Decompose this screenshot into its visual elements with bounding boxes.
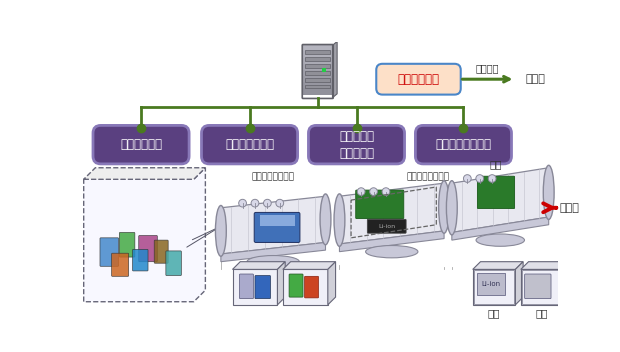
Ellipse shape xyxy=(247,256,299,268)
FancyBboxPatch shape xyxy=(309,125,404,164)
FancyBboxPatch shape xyxy=(133,249,148,271)
Ellipse shape xyxy=(463,175,471,182)
Polygon shape xyxy=(472,262,523,269)
Ellipse shape xyxy=(357,188,365,195)
Bar xyxy=(306,71,330,75)
FancyBboxPatch shape xyxy=(119,232,135,257)
Bar xyxy=(306,84,330,88)
FancyBboxPatch shape xyxy=(477,176,515,208)
Ellipse shape xyxy=(239,199,247,207)
FancyBboxPatch shape xyxy=(477,273,505,295)
FancyBboxPatch shape xyxy=(93,125,189,164)
Text: 高解像度センサ群: 高解像度センサ群 xyxy=(251,172,294,182)
Text: 基板: 基板 xyxy=(490,159,502,169)
Text: 易解体加工
筐体解体機: 易解体加工 筐体解体機 xyxy=(339,130,374,160)
Bar xyxy=(303,82,332,88)
Polygon shape xyxy=(84,168,205,302)
Text: 次工程: 次工程 xyxy=(526,74,546,84)
Ellipse shape xyxy=(543,165,554,220)
FancyBboxPatch shape xyxy=(202,125,298,164)
Polygon shape xyxy=(452,168,549,232)
FancyBboxPatch shape xyxy=(154,240,168,263)
Bar xyxy=(306,64,330,68)
FancyBboxPatch shape xyxy=(415,125,512,164)
Polygon shape xyxy=(564,262,571,305)
Ellipse shape xyxy=(489,175,496,182)
FancyBboxPatch shape xyxy=(260,215,294,226)
Ellipse shape xyxy=(216,206,226,256)
Polygon shape xyxy=(332,42,337,98)
FancyBboxPatch shape xyxy=(166,251,182,276)
Text: 製品選別ソータ: 製品選別ソータ xyxy=(225,138,274,151)
FancyBboxPatch shape xyxy=(304,276,319,298)
Text: Li-ion: Li-ion xyxy=(378,224,396,229)
Ellipse shape xyxy=(446,181,458,235)
Bar xyxy=(306,50,330,54)
Bar xyxy=(306,78,330,82)
Ellipse shape xyxy=(476,234,525,246)
Polygon shape xyxy=(84,168,205,179)
Text: 次工程: 次工程 xyxy=(559,203,580,213)
Ellipse shape xyxy=(439,181,450,233)
Bar xyxy=(474,270,514,304)
Ellipse shape xyxy=(264,199,272,207)
Text: 製品選別制御: 製品選別制御 xyxy=(397,73,440,86)
Polygon shape xyxy=(515,262,523,305)
Bar xyxy=(303,76,332,82)
Bar xyxy=(521,269,564,305)
Text: 筐体: 筐体 xyxy=(536,308,548,318)
FancyBboxPatch shape xyxy=(112,253,129,276)
Polygon shape xyxy=(452,217,549,240)
Polygon shape xyxy=(328,262,335,305)
Bar xyxy=(303,51,332,58)
Text: モジュールソータ: モジュールソータ xyxy=(435,138,492,151)
FancyBboxPatch shape xyxy=(254,212,300,243)
FancyBboxPatch shape xyxy=(239,274,254,298)
FancyBboxPatch shape xyxy=(525,274,551,298)
Bar xyxy=(283,269,328,305)
Polygon shape xyxy=(283,262,335,269)
Text: 取得情報: 取得情報 xyxy=(476,63,499,73)
Text: 電池: 電池 xyxy=(488,308,500,318)
FancyBboxPatch shape xyxy=(376,64,461,95)
Bar xyxy=(303,64,332,70)
Polygon shape xyxy=(221,196,326,254)
Ellipse shape xyxy=(276,199,283,207)
FancyBboxPatch shape xyxy=(255,276,270,298)
Polygon shape xyxy=(521,262,571,269)
Text: 高解像度センサ群: 高解像度センサ群 xyxy=(406,172,450,182)
Polygon shape xyxy=(340,183,444,244)
FancyBboxPatch shape xyxy=(139,235,157,262)
Bar xyxy=(322,68,326,72)
Bar xyxy=(303,58,332,64)
Ellipse shape xyxy=(366,246,418,258)
Polygon shape xyxy=(221,243,326,262)
FancyBboxPatch shape xyxy=(356,190,404,219)
Ellipse shape xyxy=(251,199,259,207)
Bar xyxy=(306,57,330,61)
FancyBboxPatch shape xyxy=(100,238,118,266)
Bar xyxy=(303,45,332,51)
Bar xyxy=(232,269,278,305)
Bar xyxy=(303,88,332,95)
Ellipse shape xyxy=(320,194,331,245)
Bar xyxy=(303,70,332,76)
Polygon shape xyxy=(340,231,444,252)
Ellipse shape xyxy=(476,175,484,182)
Ellipse shape xyxy=(382,188,390,195)
Text: Li-ion: Li-ion xyxy=(481,281,500,287)
Ellipse shape xyxy=(334,194,345,246)
Bar xyxy=(472,269,515,305)
Bar xyxy=(522,270,562,304)
FancyBboxPatch shape xyxy=(367,219,406,233)
FancyBboxPatch shape xyxy=(289,274,303,297)
Ellipse shape xyxy=(370,188,378,195)
Polygon shape xyxy=(232,262,285,269)
Polygon shape xyxy=(278,262,285,305)
Text: 廃製品供給機: 廃製品供給機 xyxy=(120,138,162,151)
